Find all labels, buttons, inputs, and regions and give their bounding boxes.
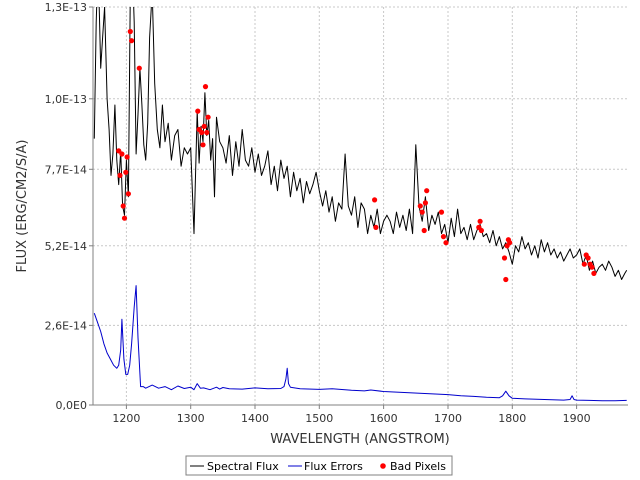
bad-pixel-point — [438, 209, 445, 215]
bad-pixel-point — [417, 203, 423, 209]
bad-pixel-point — [125, 191, 131, 197]
x-axis-ticks: 1200 1300 1400 1500 1600 1700 1800 1900 — [112, 405, 591, 425]
legend-swatch-bad-pixels — [380, 463, 386, 469]
bad-pixel-point — [119, 151, 125, 157]
bad-pixel-point — [120, 203, 126, 209]
flux-errors-series-line — [93, 285, 627, 402]
x-tick-label: 1400 — [241, 412, 269, 425]
bad-pixel-point — [422, 200, 428, 206]
y-axis-ticks: 0,0E0 2,6E-14 5,2E-14 7,7E-14 1,0E-13 1,3E-13 — [45, 1, 93, 412]
x-tick-label: 1900 — [563, 412, 591, 425]
bad-pixel-point — [372, 197, 378, 203]
bad-pixel-point — [116, 148, 122, 154]
bad-pixel-point — [421, 227, 427, 234]
legend: Spectral Flux Flux Errors Bad Pixels — [185, 455, 453, 476]
legend-label-bad-pixels: Bad Pixels — [390, 460, 446, 473]
x-tick-label: 1800 — [498, 412, 526, 425]
bad-pixel-point — [202, 84, 209, 90]
bad-pixel-point — [123, 169, 129, 175]
legend-label-spectral-flux: Spectral Flux — [207, 460, 279, 473]
bad-pixel-point — [477, 218, 483, 224]
x-tick-label: 1700 — [434, 412, 462, 425]
bad-pixel-point — [136, 65, 142, 71]
bad-pixel-point — [507, 240, 513, 246]
bad-pixel-point — [581, 261, 587, 267]
x-tick-label: 1200 — [112, 412, 140, 425]
bad-pixel-point — [589, 264, 595, 270]
legend-box — [185, 455, 453, 476]
bad-pixel-point — [124, 154, 130, 160]
series-layer — [93, 7, 628, 402]
bad-pixel-point — [501, 255, 508, 261]
spectral-flux-series-line — [93, 7, 628, 280]
bad-pixel-point — [440, 234, 447, 240]
bad-pixel-point — [443, 240, 449, 246]
bad-pixel-point — [200, 142, 206, 148]
bad-pixel-point — [205, 114, 211, 120]
bad-pixel-point — [478, 227, 484, 234]
bad-pixel-point — [201, 123, 207, 129]
y-tick-label: 5,2E-14 — [45, 240, 87, 253]
y-tick-label: 0,0E0 — [56, 399, 87, 412]
y-tick-label: 7,7E-14 — [45, 163, 87, 176]
bad-pixel-point — [591, 270, 597, 276]
bad-pixel-point — [585, 255, 591, 261]
bad-pixel-point — [199, 129, 205, 136]
legend-label-flux-errors: Flux Errors — [304, 460, 363, 473]
bad-pixel-point — [419, 209, 425, 215]
bad-pixel-point — [127, 28, 133, 35]
x-tick-label: 1600 — [370, 412, 398, 425]
y-axis-title: FLUX (ERG/CM2/S/A) — [15, 140, 30, 273]
y-tick-label: 2,6E-14 — [45, 319, 87, 332]
bad-pixel-point — [503, 276, 509, 283]
bad-pixel-point — [121, 215, 128, 221]
bad-pixel-point — [117, 172, 123, 178]
x-axis-title: WAVELENGTH (ANGSTROM) — [270, 432, 449, 447]
bad-pixel-point — [204, 129, 210, 136]
x-tick-label: 1500 — [305, 412, 333, 425]
bad-pixel-point — [129, 38, 135, 44]
x-tick-label: 1300 — [177, 412, 205, 425]
bad-pixel-point — [424, 188, 430, 194]
y-tick-label: 1,0E-13 — [45, 93, 87, 106]
y-tick-label: 1,3E-13 — [45, 1, 87, 14]
bad-pixel-point — [195, 108, 201, 114]
bad-pixel-point — [373, 224, 379, 230]
